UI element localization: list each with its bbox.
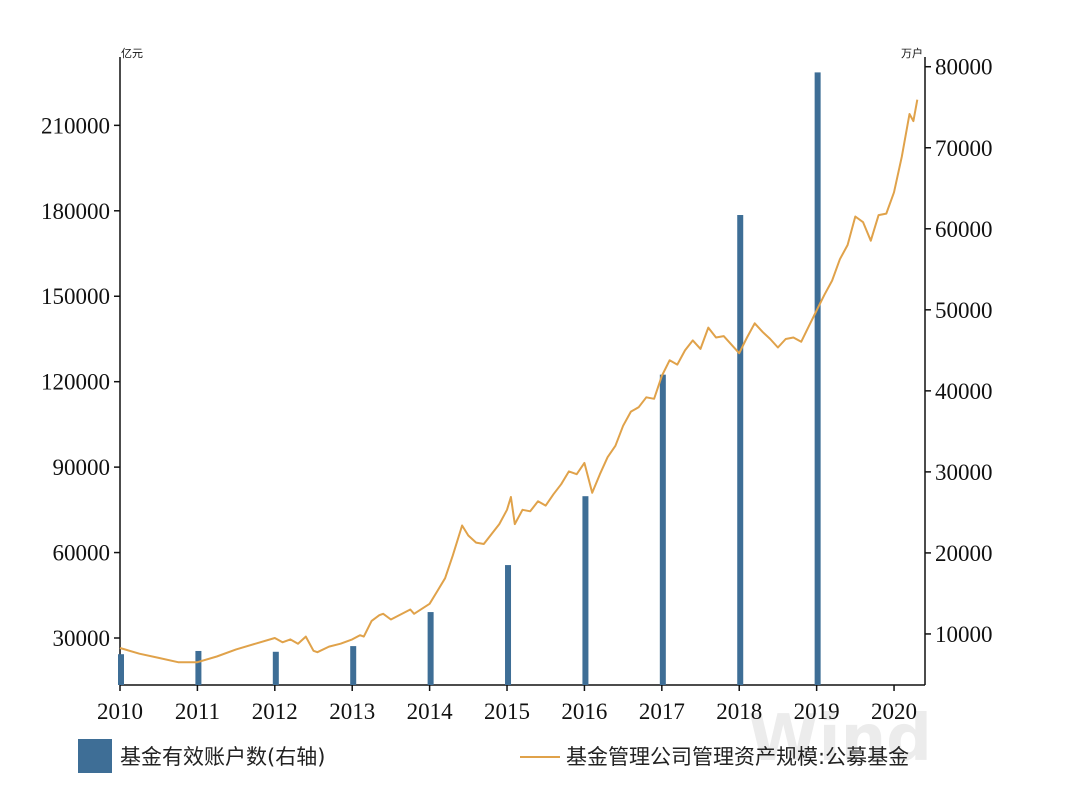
legend-bar-swatch bbox=[78, 739, 112, 773]
left-axis: 亿元 30000 60000 90000 120000 150000 180000 2100… bbox=[41, 47, 143, 685]
right-axis-unit: 万户 bbox=[901, 46, 923, 60]
right-tick-label: 50000 bbox=[935, 298, 993, 323]
bar bbox=[737, 215, 744, 685]
line-series bbox=[119, 99, 919, 664]
legend: 基金有效账户数(右轴) 基金管理公司管理资产规模:公募基金 bbox=[78, 739, 909, 773]
legend-line-label: 基金管理公司管理资产规模:公募基金 bbox=[566, 745, 909, 769]
bar bbox=[118, 654, 124, 685]
x-tick-label: 2012 bbox=[252, 699, 298, 724]
x-axis: 2010 2011 2012 2013 2014 2015 2016 2017 2018 2019… bbox=[97, 684, 925, 724]
right-tick-label: 60000 bbox=[935, 217, 993, 242]
x-tick-label: 2015 bbox=[484, 699, 530, 724]
x-tick-label: 2018 bbox=[716, 699, 762, 724]
right-axis: 万户 10000 20000 30000 40000 50000 60000 70000 80… bbox=[901, 46, 993, 685]
x-tick-label: 2011 bbox=[175, 699, 220, 724]
bar bbox=[505, 565, 512, 685]
right-tick-label: 20000 bbox=[935, 541, 993, 566]
left-axis-ticks: 30000 60000 90000 120000 150000 180000 210000 bbox=[41, 113, 120, 651]
x-tick-label: 2019 bbox=[794, 699, 840, 724]
bar bbox=[659, 374, 666, 685]
left-tick-label: 210000 bbox=[41, 113, 110, 138]
right-axis-ticks: 10000 20000 30000 40000 50000 60000 70000 80000 bbox=[925, 55, 993, 647]
x-tick-label: 2010 bbox=[97, 699, 143, 724]
right-tick-label: 10000 bbox=[935, 622, 993, 647]
x-axis-ticks: 2010 2011 2012 2013 2014 2015 2016 2017 2018 2019… bbox=[97, 685, 917, 724]
left-tick-label: 60000 bbox=[53, 541, 111, 566]
left-tick-label: 30000 bbox=[53, 626, 111, 651]
x-tick-label: 2017 bbox=[639, 699, 685, 724]
bar-series bbox=[118, 72, 821, 686]
left-tick-label: 180000 bbox=[41, 199, 110, 224]
right-tick-label: 30000 bbox=[935, 460, 993, 485]
x-tick-label: 2020 bbox=[871, 699, 917, 724]
x-tick-label: 2014 bbox=[407, 699, 454, 724]
x-tick-label: 2016 bbox=[561, 699, 607, 724]
right-tick-label: 70000 bbox=[935, 136, 993, 161]
left-tick-label: 90000 bbox=[53, 455, 111, 480]
bar bbox=[814, 72, 821, 686]
right-tick-label: 40000 bbox=[935, 379, 993, 404]
x-tick-label: 2013 bbox=[329, 699, 375, 724]
watermark: Wind bbox=[748, 702, 932, 776]
left-tick-label: 120000 bbox=[41, 370, 110, 395]
legend-bar-label: 基金有效账户数(右轴) bbox=[120, 745, 325, 769]
bar bbox=[427, 612, 434, 685]
bar bbox=[350, 646, 357, 685]
bar bbox=[272, 651, 279, 685]
right-tick-label: 80000 bbox=[935, 55, 993, 80]
left-axis-unit: 亿元 bbox=[121, 47, 143, 60]
bar bbox=[582, 496, 589, 685]
left-tick-label: 150000 bbox=[41, 284, 110, 309]
bar bbox=[195, 650, 202, 685]
